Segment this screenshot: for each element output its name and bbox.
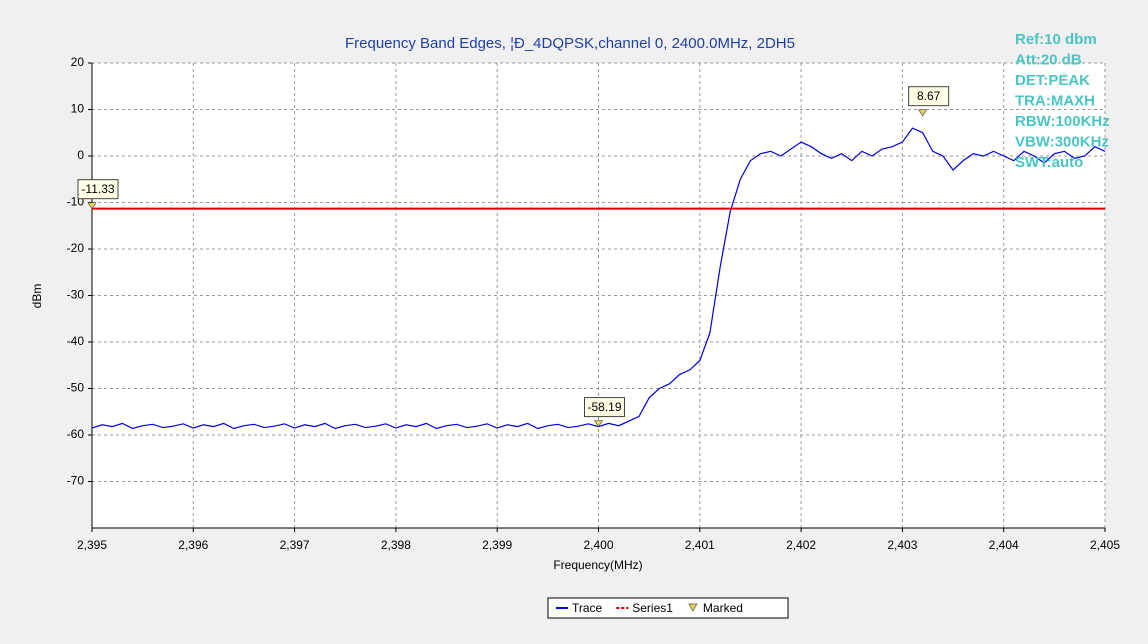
- annotation: VBW:300KHz: [1015, 133, 1109, 150]
- marker-label: -58.19: [587, 400, 621, 414]
- y-tick-label: 0: [77, 148, 84, 162]
- marker-label-box: [77, 179, 119, 200]
- marker: [593, 420, 604, 428]
- x-tick-label: 2,395: [77, 538, 107, 552]
- marker-label-box: [908, 86, 950, 107]
- marker: [87, 202, 97, 210]
- y-tick-label: -50: [67, 381, 85, 395]
- annotation: TRA:MAXH: [1015, 92, 1095, 109]
- chart-title: Frequency Band Edges, ¦Ð_4DQPSK,channel …: [345, 35, 795, 52]
- x-tick-label: 2,397: [280, 538, 310, 552]
- legend-label: Marked: [703, 601, 743, 615]
- y-tick-label: -40: [67, 334, 85, 348]
- y-tick-label: -60: [67, 427, 85, 441]
- x-tick-label: 2,405: [1090, 538, 1120, 552]
- y-tick-label: -20: [67, 241, 85, 255]
- y-tick-label: -70: [67, 474, 85, 488]
- legend-box: [547, 597, 789, 619]
- legend-swatch: [688, 603, 698, 612]
- y-tick-label: -30: [67, 288, 85, 302]
- annotation: Ref:10 dbm: [1015, 31, 1097, 48]
- y-tick-label: 10: [71, 102, 85, 116]
- annotation: Att:20 dB: [1015, 51, 1082, 68]
- legend-label: Trace: [572, 601, 603, 615]
- x-tick-label: 2,398: [381, 538, 411, 552]
- x-tick-label: 2,400: [583, 538, 613, 552]
- marker: [918, 109, 928, 117]
- x-tick-label: 2,399: [482, 538, 512, 552]
- marker-label: 8.67: [917, 89, 941, 103]
- legend-label: Series1: [632, 601, 673, 615]
- marker-label: -11.33: [81, 182, 114, 196]
- annotation: RBW:100KHz: [1015, 113, 1110, 130]
- x-tick-label: 2,404: [989, 538, 1019, 552]
- x-axis-label: Frequency(MHz): [553, 558, 642, 572]
- x-tick-label: 2,396: [178, 538, 208, 552]
- annotation: DET:PEAK: [1015, 72, 1090, 89]
- y-tick-label: 20: [71, 55, 85, 69]
- marker-label-box: [584, 397, 625, 418]
- legend: Trace Series1 Marked: [547, 597, 789, 619]
- x-tick-label: 2,402: [786, 538, 816, 552]
- x-tick-label: 2,401: [685, 538, 715, 552]
- y-axis-label: dBm: [30, 284, 44, 309]
- x-tick-label: 2,403: [887, 538, 917, 552]
- annotation: SWT:auto: [1015, 154, 1083, 171]
